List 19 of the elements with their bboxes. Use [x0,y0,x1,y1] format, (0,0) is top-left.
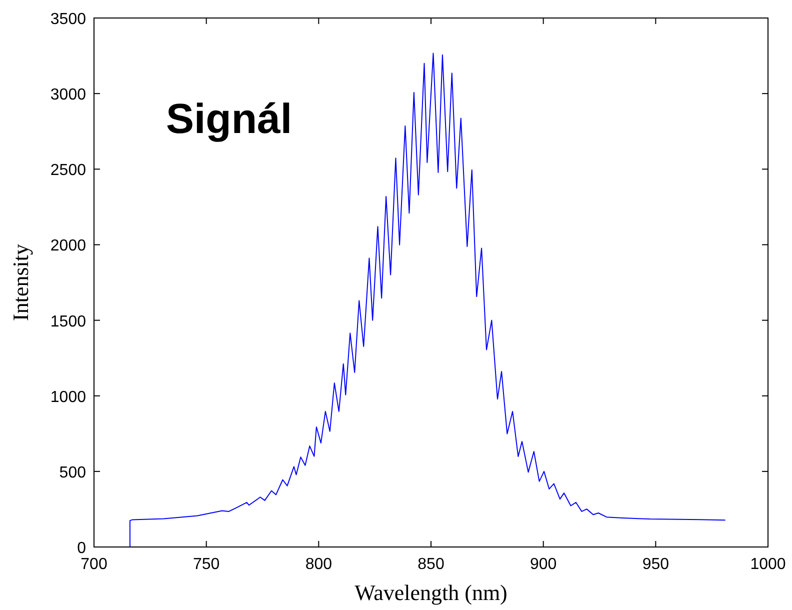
y-tick-label: 0 [77,540,86,557]
y-tick-label: 1000 [50,388,86,406]
x-tick-label: 800 [305,556,332,573]
y-tick-label: 500 [59,464,86,482]
x-tick-label: 950 [642,556,670,573]
y-tick-label: 1500 [50,313,86,330]
line-series [129,52,726,548]
x-tick-label: 700 [80,556,108,573]
y-tick-label: 2500 [50,162,86,180]
x-axis-title: Wavelength (nm) [354,580,508,605]
x-tick-label: 1000 [750,556,786,573]
x-tick-label: 850 [418,556,444,573]
y-axis-title: Intensity [8,244,33,321]
x-tick-label: 750 [192,556,220,573]
text: Signál [166,95,292,142]
y-tick-label: 3500 [50,11,86,28]
y-tick-label: 2000 [50,238,86,255]
y-tick-label: 3000 [50,86,86,104]
x-tick-label: 900 [530,556,557,573]
